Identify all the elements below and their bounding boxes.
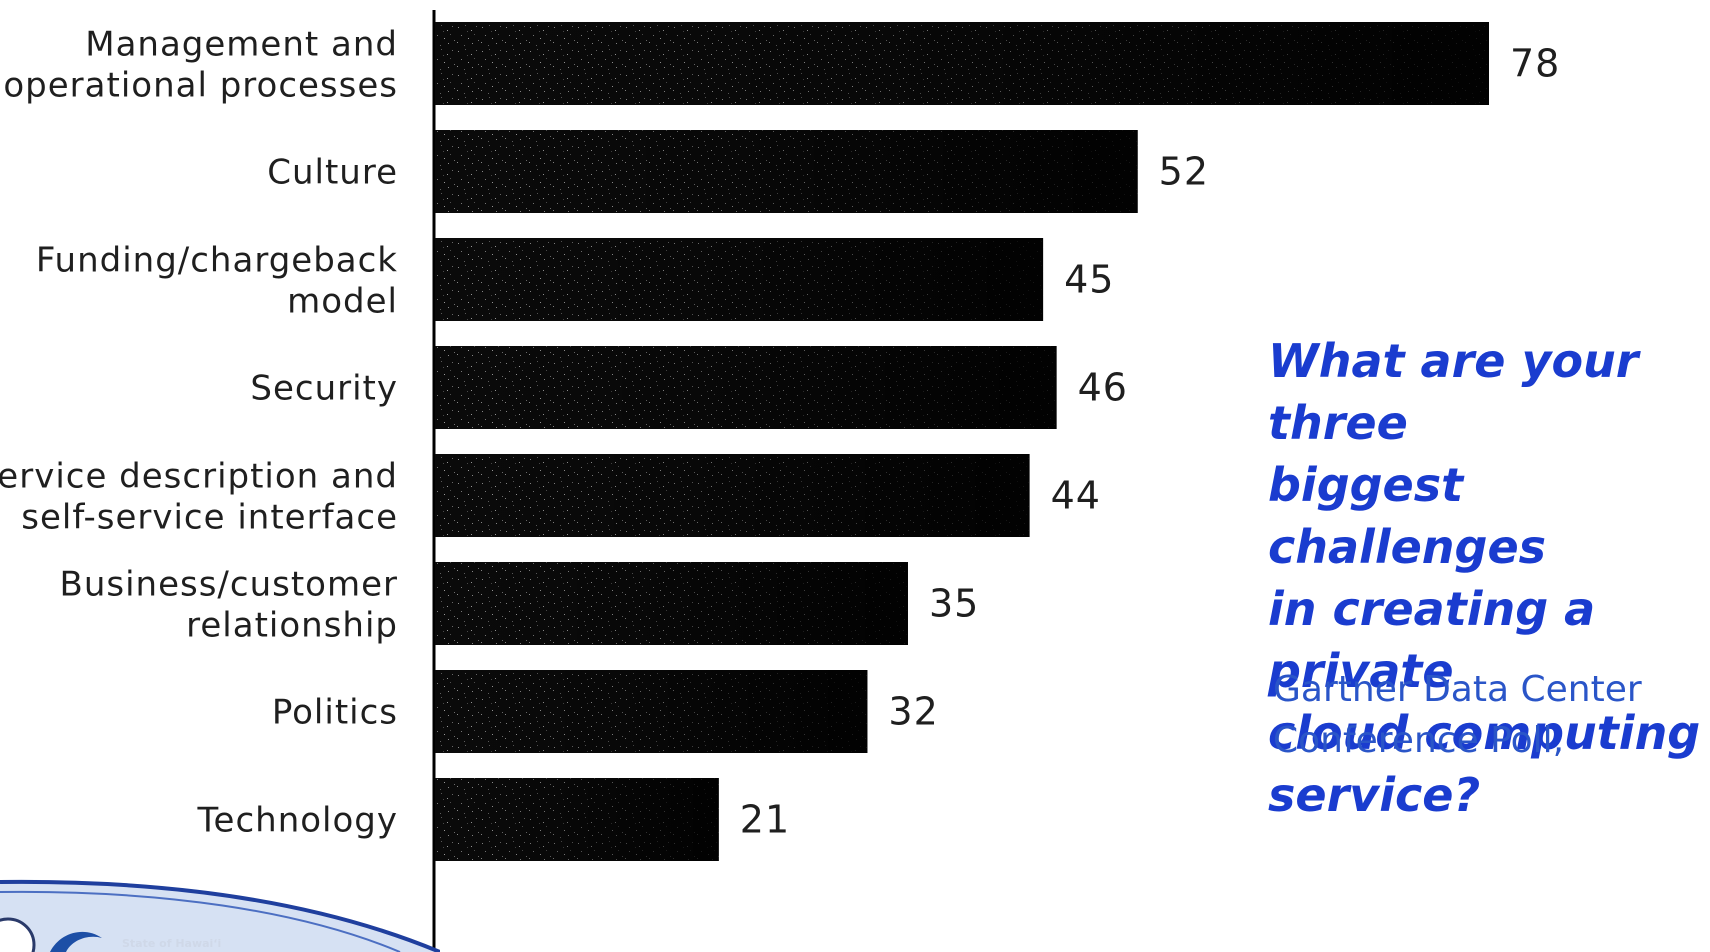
value-label-service-description-and-self-service-interface: 44 xyxy=(1051,474,1101,518)
category-label-management-and-operational-processes: Management and operational processes xyxy=(3,25,398,106)
category-label-line: operational processes xyxy=(3,66,398,106)
wave-logo-icon xyxy=(50,931,102,952)
category-label-line: model xyxy=(287,282,398,322)
state-seal-icon xyxy=(0,917,36,952)
category-label-business-customer-relationship: Business/customer relationship xyxy=(60,565,399,646)
category-label-politics: Politics xyxy=(272,693,398,733)
bars-layer xyxy=(435,22,1489,861)
value-label-management-and-operational-processes: 78 xyxy=(1510,42,1560,86)
category-label-technology: Technology xyxy=(197,801,398,841)
value-label-culture: 52 xyxy=(1159,150,1209,194)
category-label-line: Service description and xyxy=(0,457,398,497)
category-label-line: Funding/chargeback xyxy=(36,241,398,281)
bar-shade-security xyxy=(435,346,1057,429)
bar-shade-politics xyxy=(435,670,868,753)
bar-shade-funding-chargeback-model xyxy=(435,238,1044,321)
category-labels-layer: Management and operational processes Cultu… xyxy=(0,25,399,841)
category-label-funding-chargeback-model: Funding/chargeback model xyxy=(36,241,398,322)
category-label-security: Security xyxy=(250,369,398,409)
survey-question: What are your three biggest challenges i… xyxy=(1268,334,1701,822)
bar-shade-management-and-operational-processes xyxy=(435,22,1489,105)
corner-swoosh xyxy=(0,879,440,952)
value-label-business-customer-relationship: 35 xyxy=(929,582,979,626)
category-label-line: Management and xyxy=(85,25,398,65)
survey-source: Gartner Data Center Conference Poll, xyxy=(1273,669,1642,761)
value-labels-layer: 78 52 45 46 44 35 32 21 xyxy=(740,42,1560,842)
category-label-culture: Culture xyxy=(267,153,398,193)
category-label-line: relationship xyxy=(186,606,398,646)
bar-shade-technology xyxy=(435,778,719,861)
category-label-service-description-and-self-service-interface: Service description and self-service inte… xyxy=(0,457,398,538)
corner-swoosh-stroke xyxy=(0,879,440,952)
category-label-line: self-service interface xyxy=(21,498,398,538)
corner-swoosh-stroke-inner xyxy=(0,890,401,952)
corner-logo: State of Hawaiʻi xyxy=(0,879,440,952)
value-label-politics: 32 xyxy=(888,690,938,734)
category-label-line: Business/customer xyxy=(60,565,399,605)
value-label-technology: 21 xyxy=(740,798,790,842)
value-label-security: 46 xyxy=(1078,366,1128,410)
bar-shade-culture xyxy=(435,130,1138,213)
bar-shade-service-description-and-self-service-interface xyxy=(435,454,1030,537)
logo-text: State of Hawaiʻi xyxy=(122,937,221,950)
bar-shade-business-customer-relationship xyxy=(435,562,908,645)
value-label-funding-chargeback-model: 45 xyxy=(1064,258,1114,302)
